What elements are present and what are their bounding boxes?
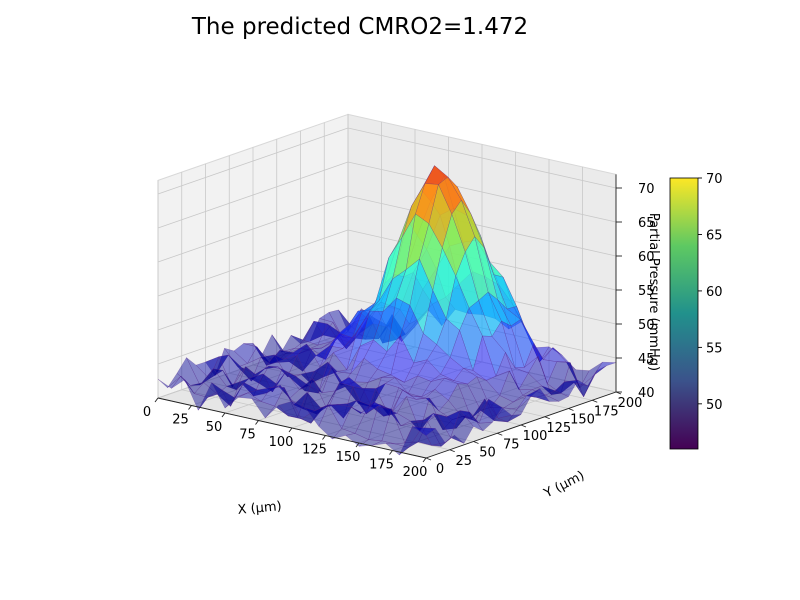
colorbar-tick-label: 55 [706, 341, 723, 356]
x-tick-label: 175 [369, 458, 394, 473]
y-tick-label: 150 [570, 413, 595, 428]
x-tick-label: 150 [336, 450, 361, 465]
y-tick-label: 175 [594, 404, 619, 419]
z-tick-label: 65 [638, 216, 655, 231]
x-tick-label: 50 [206, 420, 223, 435]
colorbar-tick-label: 70 [706, 172, 723, 187]
y-tick-label: 25 [455, 454, 472, 469]
y-tick-label: 0 [436, 462, 444, 477]
z-tick-label: 70 [638, 182, 655, 197]
z-tick-label: 40 [638, 386, 655, 401]
x-axis-label: X (μm) [237, 499, 282, 518]
y-tick-label: 75 [503, 437, 520, 452]
x-tick-label: 200 [403, 465, 428, 480]
colorbar-tick-label: 65 [706, 228, 723, 243]
y-tick-label: 125 [546, 421, 571, 436]
chart-title: The predicted CMRO2=1.472 [191, 14, 528, 40]
colorbar-tick-label: 60 [706, 285, 723, 300]
colorbar: 50 55 60 65 70 [669, 172, 723, 450]
y-tick-label: 50 [479, 446, 496, 461]
z-tick-label: 55 [638, 284, 655, 299]
z-axis-label: Partial Pressure (mmHg) [646, 213, 661, 371]
x-tick-label: 0 [143, 405, 151, 420]
colorbar-tick-label: 50 [706, 398, 723, 413]
x-tick-label: 100 [269, 435, 294, 450]
axes: 0 25 50 75 100 125 150 175 200 025507510012515017… [143, 174, 655, 480]
x-tick-label: 25 [172, 413, 189, 428]
x-tick-label: 75 [239, 428, 256, 443]
y-tick-label: 200 [618, 396, 643, 411]
surface-plot [157, 165, 617, 456]
z-tick-label: 60 [638, 250, 655, 265]
y-axis-label: Y (μm) [541, 468, 587, 501]
z-tick-label: 45 [638, 352, 655, 367]
y-tick-label: 100 [523, 429, 548, 444]
x-tick-label: 125 [302, 443, 327, 458]
colorbar-gradient [669, 177, 699, 450]
z-tick-label: 50 [638, 318, 655, 333]
